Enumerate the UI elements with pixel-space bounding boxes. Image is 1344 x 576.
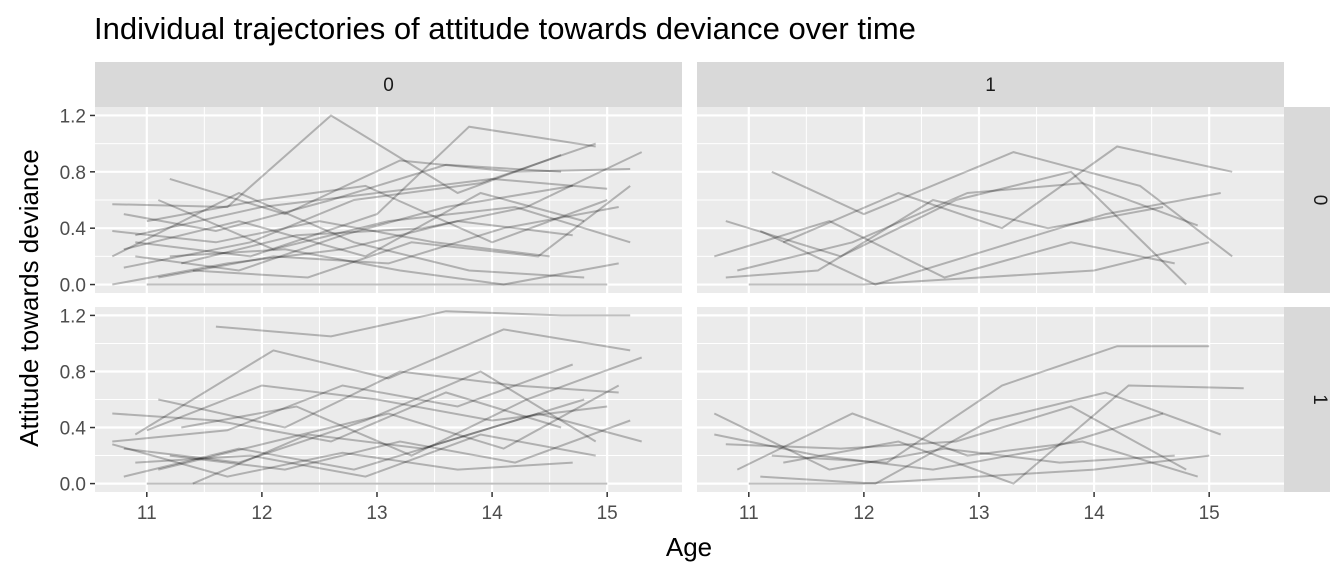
trajectory-line	[748, 454, 1210, 485]
facet-strip-row-label: 1	[1309, 394, 1330, 405]
trajectory-line	[112, 114, 562, 209]
trajectory-line	[146, 384, 608, 432]
y-tick-label: 0.8	[60, 362, 86, 383]
facet-strip-col-1	[697, 62, 1284, 107]
y-tick-label: 1.2	[60, 106, 86, 127]
x-tick-label: 11	[739, 503, 759, 524]
trajectory-line	[158, 384, 620, 471]
trajectory-line	[111, 191, 585, 279]
x-tick-label: 13	[366, 503, 387, 524]
trajectory-line	[112, 391, 562, 443]
trajectory-line	[158, 206, 619, 279]
trajectory-line	[112, 220, 573, 286]
y-tick-label: 0.0	[60, 475, 86, 496]
trajectory-line	[135, 184, 573, 272]
facet-strip-row-1	[1284, 307, 1330, 492]
trajectory-line	[782, 145, 1233, 244]
trajectory-line	[112, 220, 550, 258]
trajectory-line	[123, 142, 597, 269]
y-tick-label: 0.8	[60, 163, 86, 184]
trajectory-line	[181, 356, 643, 457]
facet-strip-row-0	[1284, 107, 1330, 293]
chart-title: Individual trajectories of attitude towa…	[94, 11, 916, 46]
panel-1-0	[697, 107, 1284, 293]
panel-0-1	[95, 307, 682, 492]
trajectory-line	[112, 443, 573, 478]
trajectory-line	[783, 384, 1244, 485]
y-tick-label: 1.2	[60, 306, 86, 327]
trajectory-line	[725, 170, 1187, 286]
x-tick-label: 13	[968, 503, 989, 524]
trajectory-line	[158, 370, 619, 429]
trajectory-line	[714, 412, 1164, 471]
y-axis-title: Attitude towards deviance	[14, 149, 44, 447]
trajectory-line	[169, 248, 619, 286]
facet-strip-col-label: 0	[383, 75, 394, 96]
x-axis-title: Age	[666, 532, 712, 562]
trajectory-line	[169, 159, 631, 216]
trajectory-line	[135, 433, 596, 478]
y-tick-label: 0.4	[60, 419, 87, 440]
x-tick-label: 15	[597, 503, 618, 524]
trajectory-line	[771, 151, 1233, 258]
trajectory-line	[737, 182, 1199, 272]
trajectory-line	[123, 163, 562, 233]
trajectory-line	[215, 310, 631, 338]
trajectory-line	[714, 220, 1175, 279]
trajectory-line	[123, 191, 585, 258]
y-tick-label: 0.0	[60, 276, 86, 297]
trajectory-line	[135, 125, 596, 258]
trajectory-line	[135, 177, 608, 237]
y-tick-label: 0.4	[60, 219, 87, 240]
trajectory-line	[134, 328, 631, 436]
x-tick-label: 15	[1199, 503, 1220, 524]
trajectory-line	[736, 412, 1198, 478]
trajectory-line	[748, 241, 1210, 286]
x-tick-label: 14	[482, 503, 504, 524]
facet-strip-col-label: 1	[985, 75, 996, 96]
trajectory-line	[771, 345, 1210, 464]
trajectory-line	[123, 398, 585, 478]
trajectory-line	[181, 151, 643, 265]
x-tick-label: 11	[137, 503, 157, 524]
x-tick-label: 12	[251, 503, 272, 524]
trajectory-line	[157, 199, 631, 251]
facet-strip-row-label: 0	[1309, 195, 1330, 206]
trajectory-line	[123, 370, 597, 464]
trajectory-line	[759, 192, 1221, 286]
trajectory-line	[192, 185, 631, 279]
panel-0-0	[95, 107, 682, 293]
trajectory-line	[192, 412, 642, 485]
trajectory-line	[725, 405, 1187, 471]
panel-1-1	[697, 307, 1284, 492]
trajectory-line	[146, 184, 608, 244]
x-tick-label: 12	[853, 503, 874, 524]
trajectory-line	[713, 412, 1175, 471]
facet-strip-col-0	[95, 62, 682, 107]
trajectory-line	[169, 419, 631, 471]
trajectory-line	[760, 391, 1222, 485]
x-tick-label: 14	[1084, 503, 1106, 524]
trajectory-line	[725, 198, 1164, 279]
trajectory-line	[112, 363, 574, 443]
